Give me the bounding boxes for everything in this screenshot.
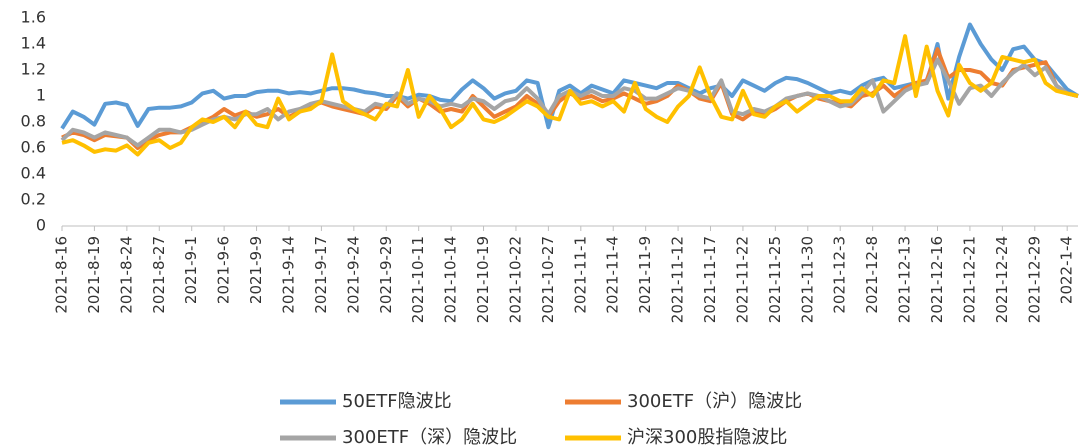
x-tick-label: 2021-10-14 [442,236,460,323]
x-tick-label: 2021-12-16 [928,236,946,323]
x-tick-label: 2021-9-9 [247,236,265,304]
x-tick-label: 2021-8-27 [150,236,168,314]
x-tick-label: 2021-12-24 [993,236,1011,323]
y-tick-label: 1 [36,86,46,105]
x-tick-label: 2021-8-19 [85,236,103,314]
y-tick-label: 0.6 [21,138,46,157]
y-tick-label: 0.4 [21,164,46,183]
x-tick-label: 2021-8-24 [117,236,135,314]
x-tick-label: 2021-12-8 [863,236,881,314]
legend-label: 300ETF（沪）隐波比 [627,391,802,412]
x-tick-label: 2021-11-1 [571,236,589,314]
x-tick-label: 2021-11-12 [669,236,687,323]
x-tick-label: 2021-12-29 [1025,236,1043,323]
y-tick-label: 1.2 [21,60,46,79]
x-tick-label: 2021-11-9 [636,236,654,314]
legend-label: 300ETF（深）隐波比 [342,427,517,447]
series-line [60,57,1079,148]
x-tick-label: 2021-12-21 [960,236,978,323]
x-tick-label: 2021-10-22 [506,236,524,323]
x-tick-label: 2021-9-24 [344,236,362,314]
y-tick-label: 0 [36,216,46,235]
x-tick-label: 2021-10-27 [539,236,557,323]
x-tick-label: 2021-9-14 [279,236,297,314]
series-line [61,47,1079,150]
legend-label: 沪深300股指隐波比 [627,427,787,447]
x-tick-label: 2021-10-19 [474,236,492,323]
x-tick-label: 2021-9-17 [312,236,330,314]
y-tick-label: 1.4 [21,34,46,53]
x-tick-label: 2021-9-6 [215,236,233,304]
series-line [60,22,1080,130]
x-tick-label: 2021-9-1 [182,236,200,304]
x-tick-label: 2021-10-11 [409,236,427,323]
x-tick-label: 2021-11-4 [604,236,622,314]
x-tick-label: 2021-12-3 [831,236,849,314]
x-tick-label: 2021-11-22 [733,236,751,323]
y-tick-label: 0.2 [21,190,46,209]
x-tick-label: 2021-8-16 [53,236,71,314]
y-tick-label: 1.6 [21,8,46,27]
x-tick-label: 2021-9-29 [377,236,395,314]
x-tick-label: 2021-12-13 [896,236,914,323]
x-tick-label: 2021-11-25 [766,236,784,323]
x-tick-label: 2022-1-4 [1058,236,1076,304]
x-tick-label: 2021-11-17 [701,236,719,323]
x-tick-label: 2021-11-30 [798,236,816,323]
series-line [61,34,1079,157]
y-tick-label: 0.8 [21,112,46,131]
legend-label: 50ETF隐波比 [342,391,452,412]
